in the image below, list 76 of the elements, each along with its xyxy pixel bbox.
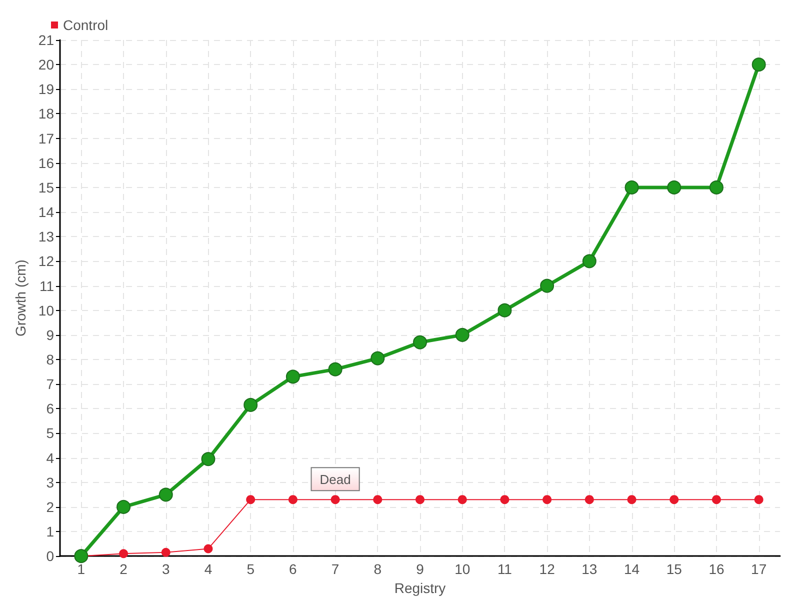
point xyxy=(244,398,258,412)
point xyxy=(286,370,300,384)
y-tick-label: 19 xyxy=(38,81,54,98)
y-tick-label: 1 xyxy=(46,524,54,540)
x-tick-label: 8 xyxy=(374,561,382,578)
x-tick-label: 16 xyxy=(708,561,724,578)
point xyxy=(582,254,596,268)
y-tick-label: 6 xyxy=(46,400,54,417)
point xyxy=(158,488,173,502)
legend-label: Control xyxy=(63,17,108,33)
x-tick-label: 1 xyxy=(77,561,86,578)
y-tick-label: 16 xyxy=(38,154,54,171)
point xyxy=(627,495,636,504)
x-tick-label: 7 xyxy=(331,561,340,578)
point xyxy=(370,351,385,366)
point xyxy=(74,549,88,564)
y-axis-title: Growth (cm) xyxy=(12,260,29,337)
point xyxy=(584,495,594,504)
y-tick-label: 4 xyxy=(46,450,54,466)
point xyxy=(670,495,679,504)
x-tick-label: 9 xyxy=(416,561,424,578)
point xyxy=(667,180,682,194)
x-tick-label: 6 xyxy=(289,561,298,578)
y-tick-label: 5 xyxy=(46,425,54,442)
x-tick-label: 14 xyxy=(624,561,640,578)
x-tick-label: 4 xyxy=(204,561,212,578)
y-tick-label: 3 xyxy=(46,474,54,490)
annotation: Dead xyxy=(320,472,351,488)
y-tick-label: 7 xyxy=(46,376,54,392)
point xyxy=(116,500,131,514)
point xyxy=(754,495,764,504)
x-axis-title: Registry xyxy=(394,580,446,596)
point xyxy=(752,58,766,72)
y-tick-label: 0 xyxy=(46,548,54,564)
point xyxy=(328,362,342,376)
point xyxy=(455,328,470,342)
point xyxy=(500,495,510,504)
point xyxy=(542,495,552,504)
y-tick-label: 21 xyxy=(38,32,54,48)
point xyxy=(498,303,512,318)
x-tick-label: 17 xyxy=(751,561,767,578)
y-tick-label: 10 xyxy=(38,302,54,318)
point xyxy=(624,180,639,194)
point xyxy=(373,495,382,504)
y-tick-label: 15 xyxy=(38,179,54,196)
y-tick-label: 17 xyxy=(38,130,54,146)
x-tick-label: 10 xyxy=(454,561,470,578)
y-tick-label: 20 xyxy=(38,56,54,73)
point xyxy=(204,544,213,554)
point xyxy=(540,278,554,293)
point xyxy=(709,180,724,194)
y-tick-label: 13 xyxy=(38,228,54,245)
y-tick-label: 8 xyxy=(46,351,54,368)
x-tick-label: 3 xyxy=(162,561,170,578)
point xyxy=(416,495,424,504)
x-tick-label: 5 xyxy=(246,561,255,578)
point xyxy=(119,549,128,558)
y-tick-label: 18 xyxy=(38,106,54,122)
y-tick-label: 12 xyxy=(38,253,54,270)
point xyxy=(201,452,216,466)
x-tick-label: 11 xyxy=(497,561,512,578)
point xyxy=(413,335,427,350)
y-tick-label: 9 xyxy=(46,326,54,343)
point xyxy=(712,495,721,504)
x-tick-label: 12 xyxy=(539,561,556,578)
y-tick-label: 14 xyxy=(38,204,54,220)
x-tick-label: 15 xyxy=(666,561,682,578)
point xyxy=(161,548,170,557)
point xyxy=(288,495,298,504)
y-tick-label: 2 xyxy=(46,498,54,515)
point xyxy=(330,495,340,504)
point xyxy=(458,495,467,504)
y-tick-label: 11 xyxy=(39,278,54,294)
x-tick-label: 2 xyxy=(120,561,128,578)
point xyxy=(246,495,256,504)
x-tick-label: 13 xyxy=(582,561,598,578)
